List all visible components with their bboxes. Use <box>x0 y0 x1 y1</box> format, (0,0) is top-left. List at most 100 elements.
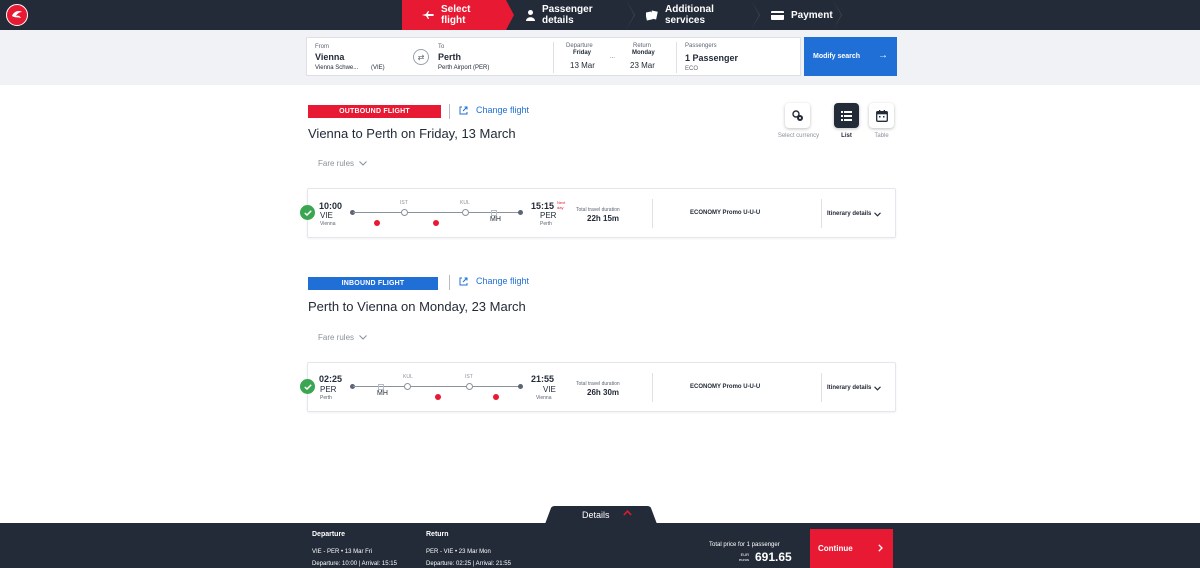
departure-date: 13 Mar <box>570 61 595 70</box>
passengers-label: Passengers <box>685 43 717 49</box>
departure-day: Friday <box>573 50 592 56</box>
turkish-airlines-logo[interactable] <box>6 4 28 26</box>
outbound-arrival-time: 15:15 <box>531 201 555 211</box>
chevron-down-icon <box>359 335 367 340</box>
inbound-route-title: Perth to Vienna on Monday, 23 March <box>308 299 526 314</box>
modify-search-label: Modify search <box>813 53 861 60</box>
outbound-flight-card[interactable] <box>307 188 896 238</box>
list-icon <box>841 110 852 121</box>
inbound-arrival-code: VIE <box>543 385 556 394</box>
outbound-arrival-code: PER <box>540 211 557 220</box>
search-summary-bar: From Vienna Vienna Schwe... (VIE) ⇄ To P… <box>0 30 1200 85</box>
step-label: Payment <box>791 9 833 21</box>
total-price-label: Total price for 1 passenger <box>709 542 780 548</box>
cabin-class: ECO <box>685 66 699 72</box>
outbound-stop-1: IST <box>400 200 408 206</box>
inbound-stop-2: IST <box>465 374 473 380</box>
selected-check-icon <box>300 379 315 394</box>
inbound-stop-1: KUL <box>403 374 413 380</box>
malaysia-airlines-carrier-logo: MH <box>377 384 388 397</box>
fare-rules-label: Fare rules <box>318 159 355 168</box>
inbound-itinerary-details[interactable]: Itinerary details <box>827 385 882 391</box>
malaysia-airlines-carrier-logo: MH <box>490 210 501 223</box>
external-edit-icon <box>459 106 468 114</box>
from-airport: Vienna Schwe... <box>315 65 359 71</box>
inbound-fare-rules[interactable]: Fare rules <box>318 333 367 342</box>
summary-departure-heading: Departure <box>312 531 346 538</box>
select-currency-label: Select currency <box>777 133 820 139</box>
continue-label: Continue <box>818 544 853 553</box>
next-day-indicator: Next day <box>557 200 566 210</box>
search-summary[interactable]: From Vienna Vienna Schwe... (VIE) ⇄ To P… <box>306 37 801 76</box>
outbound-arrival-city: Perth <box>540 221 552 227</box>
inbound-flight-card[interactable] <box>307 362 896 412</box>
top-navigation: Select flight Passenger details Addition… <box>0 0 1200 30</box>
outbound-itinerary-details[interactable]: Itinerary details <box>827 211 882 217</box>
inbound-departure-code: PER <box>320 385 337 394</box>
details-tab-label: Details <box>582 510 610 520</box>
inbound-arrival-city: Vienna <box>536 395 552 401</box>
fare-rules-label: Fare rules <box>318 333 355 342</box>
price-currency: EUR euros <box>739 552 750 562</box>
bird-logo-icon <box>12 11 22 18</box>
outbound-departure-time: 10:00 <box>319 201 343 211</box>
step-additional-services[interactable]: Additional services <box>626 0 760 30</box>
booking-steps: Select flight Passenger details Addition… <box>402 0 842 30</box>
swap-icon[interactable]: ⇄ <box>413 49 429 65</box>
list-view-button[interactable] <box>834 103 859 128</box>
outbound-duration: 22h 15m <box>587 214 620 223</box>
passengers-value: 1 Passenger <box>685 53 739 63</box>
price-summary-bar <box>0 523 1200 568</box>
outbound-change-flight-link[interactable]: Change flight <box>459 105 529 115</box>
outbound-flight-badge: OUTBOUND FLIGHT <box>308 105 441 118</box>
departure-label: Departure <box>566 43 593 49</box>
details-tab[interactable] <box>545 506 657 524</box>
continue-button[interactable]: Continue <box>810 529 893 568</box>
to-label: To <box>438 44 445 50</box>
inbound-change-flight-link[interactable]: Change flight <box>459 276 529 286</box>
currency-icon <box>791 109 803 121</box>
chevron-down-icon <box>359 161 367 166</box>
step-label: Additional services <box>665 4 714 26</box>
select-currency-button[interactable] <box>785 103 810 128</box>
summary-return-times: Departure: 02:25 | Arrival: 21:55 <box>426 561 511 567</box>
outbound-route-line <box>353 212 520 213</box>
outbound-duration-label: Total travel duration <box>576 207 620 213</box>
to-city: Perth <box>438 52 462 62</box>
person-icon <box>526 9 535 21</box>
return-label: Return <box>633 43 652 49</box>
chevron-up-icon[interactable] <box>623 510 632 516</box>
calendar-icon <box>875 109 888 122</box>
step-select-flight[interactable]: Select flight <box>402 0 514 30</box>
inbound-route-line <box>353 386 520 387</box>
chevron-right-icon <box>878 544 883 552</box>
summary-departure-route: VIE - PER • 13 Mar Fri <box>312 549 373 555</box>
summary-return-route: PER - VIE • 23 Mar Mon <box>426 549 491 555</box>
turkish-airlines-carrier-icon <box>435 394 441 400</box>
outbound-fare-rules[interactable]: Fare rules <box>318 159 367 168</box>
outbound-stop-2: KUL <box>460 200 470 206</box>
return-date: 23 Mar <box>630 61 655 70</box>
selected-check-icon <box>300 205 315 220</box>
from-code: (VIE) <box>371 65 385 71</box>
table-view-button[interactable] <box>869 103 894 128</box>
outbound-fare-class: ECONOMY Promo U-U-U <box>690 210 761 216</box>
step-payment[interactable]: Payment <box>751 0 842 30</box>
from-city: Vienna <box>315 52 345 62</box>
change-flight-label: Change flight <box>476 105 530 115</box>
inbound-duration-label: Total travel duration <box>576 381 620 387</box>
summary-return-heading: Return <box>426 531 449 538</box>
turkish-airlines-carrier-icon <box>493 394 499 400</box>
list-view-label: List <box>841 133 852 139</box>
modify-search-button[interactable]: Modify search → <box>804 37 897 76</box>
inbound-departure-time: 02:25 <box>319 374 343 384</box>
inbound-duration: 26h 30m <box>587 388 620 397</box>
outbound-departure-code: VIE <box>320 211 333 220</box>
outbound-route-title: Vienna to Perth on Friday, 13 March <box>308 126 516 141</box>
return-day: Monday <box>632 50 655 56</box>
step-label: Select flight <box>441 4 471 26</box>
date-range-dots: ... <box>610 54 616 60</box>
step-passenger-details[interactable]: Passenger details <box>506 0 635 30</box>
from-label: From <box>315 44 329 50</box>
turkish-airlines-carrier-icon <box>374 220 380 226</box>
